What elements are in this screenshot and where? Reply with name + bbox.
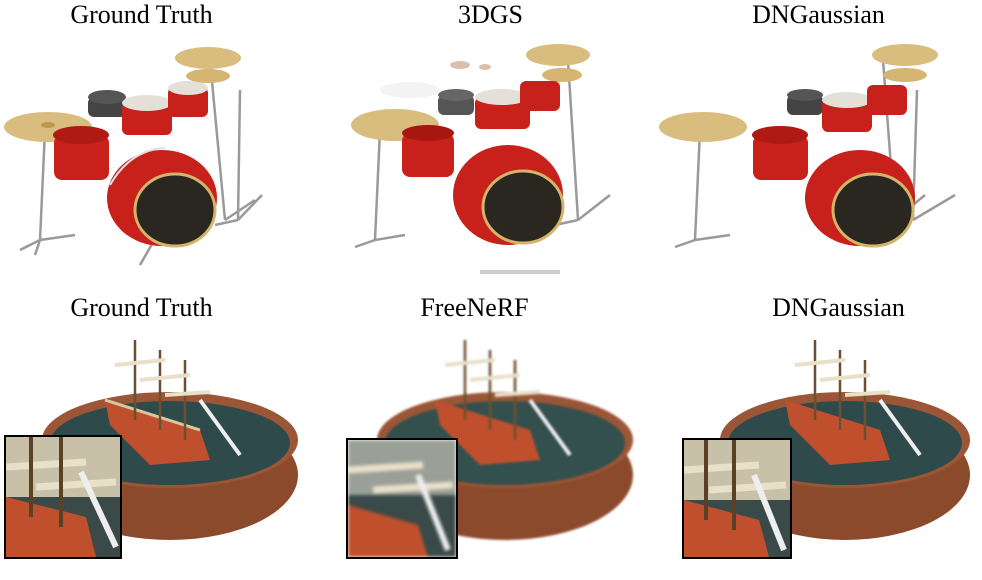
drums-ground-truth-image: [0, 35, 327, 285]
label-r2-c2: FreeNeRF: [420, 293, 529, 322]
label-r1-c3: DNGaussian: [752, 0, 885, 29]
ship-dngaussian-zoom-inset: [682, 438, 792, 559]
ship-freenerf-zoom-inset: [346, 438, 458, 559]
label-r2-c3: DNGaussian: [772, 293, 905, 322]
ship-freenerf-image: [340, 330, 667, 580]
label-r2-c1: Ground Truth: [70, 293, 213, 322]
label-r1-c1: Ground Truth: [70, 0, 213, 29]
ship-ground-truth-zoom-inset: [4, 435, 122, 559]
label-r1-c2: 3DGS: [457, 0, 523, 29]
drums-dngaussian-image: [655, 35, 982, 285]
ship-dngaussian-image: [655, 330, 982, 580]
ship-ground-truth-image: [0, 330, 327, 580]
drums-3dgs-image: [340, 35, 667, 285]
